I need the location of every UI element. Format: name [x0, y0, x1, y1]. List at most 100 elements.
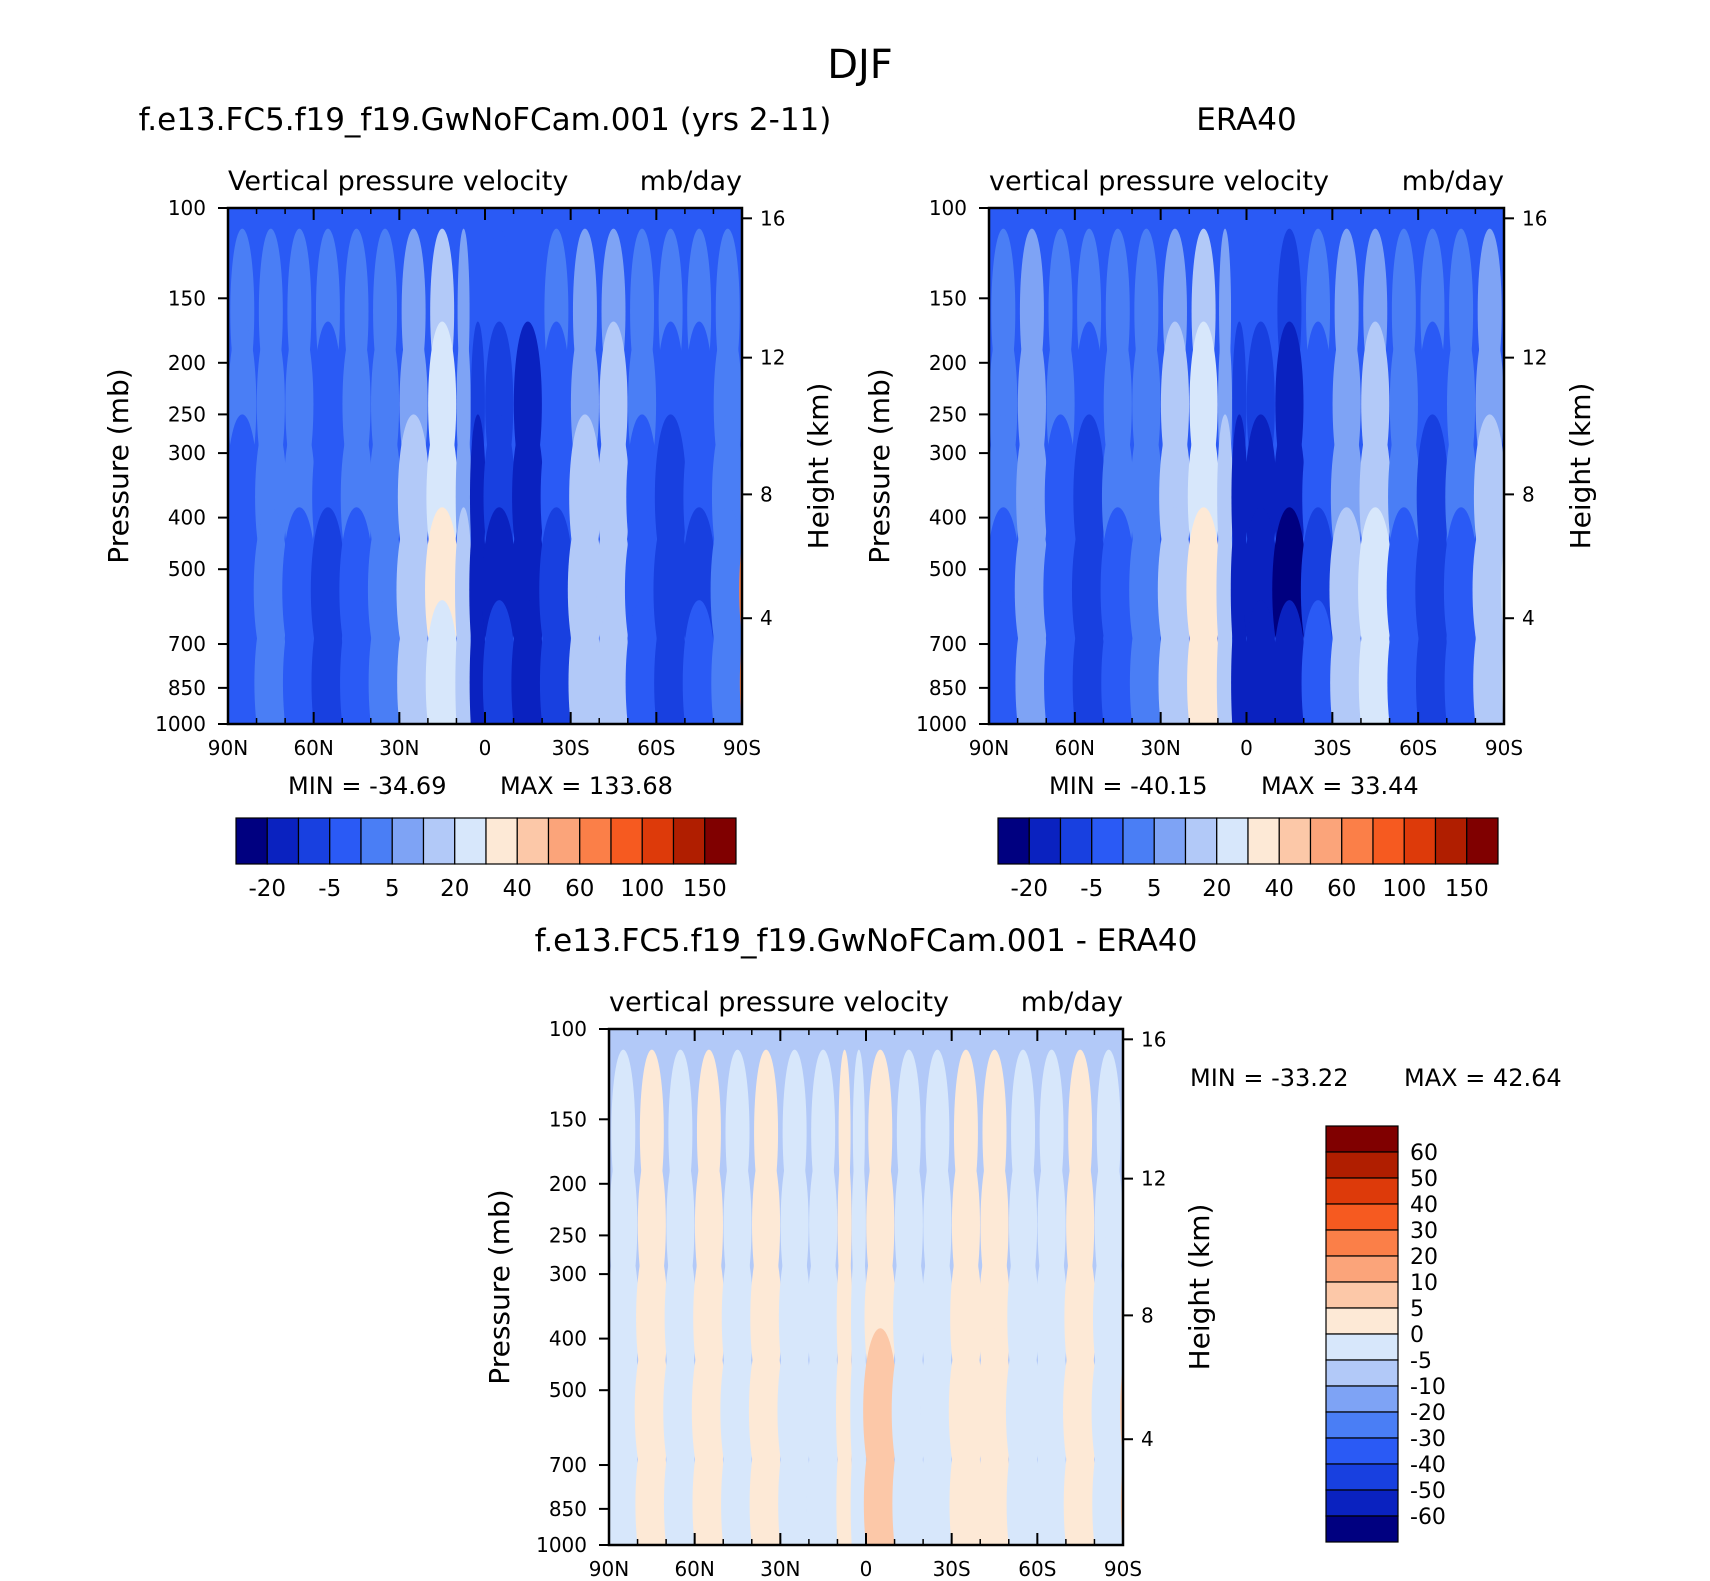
colorbar-label: 20	[1410, 1245, 1438, 1270]
contour-band	[1015, 600, 1049, 724]
colorbar-label: -5	[1410, 1349, 1432, 1374]
panel-title: f.e13.FC5.f19_f19.GwNoFCam.001 - ERA40	[535, 923, 1198, 959]
colorbar: -20 -5 5 20 40 60 100 150	[235, 817, 737, 902]
contour-band	[368, 600, 402, 724]
y2-tick-label: 16	[760, 206, 785, 230]
y2-tick-label: 8	[1522, 482, 1535, 506]
contour-band	[850, 1421, 868, 1545]
y-tick-label: 150	[549, 1107, 587, 1131]
contour-band	[1044, 600, 1078, 724]
colorbar-label: 60	[1410, 1141, 1438, 1166]
contour-band	[1272, 600, 1306, 724]
colorbar-swatch	[266, 817, 300, 865]
y2-axis-label: Height (km)	[1183, 1204, 1216, 1371]
y2-tick-label: 12	[760, 346, 785, 370]
y-tick-label: 100	[929, 196, 967, 220]
y2-tick-label: 4	[1141, 1427, 1154, 1451]
y-tick-label: 1000	[916, 712, 967, 736]
panel-1: f.e13.FC5.f19_f19.GwNoFCam.001 (yrs 2-11…	[102, 102, 835, 902]
y-tick-label: 400	[549, 1327, 587, 1351]
contour-band	[1006, 1421, 1040, 1545]
panel-2: ERA40 vertical pressure velocity mb/day 100…	[863, 102, 1597, 902]
contour-band	[1358, 600, 1392, 724]
y-tick-label: 300	[929, 441, 967, 465]
colorbar-swatch	[579, 817, 612, 865]
colorbar-swatch	[1325, 1489, 1399, 1517]
x-tick-label: 0	[1240, 736, 1253, 760]
colorbar-swatch	[1184, 817, 1218, 865]
colorbar-label: 60	[565, 876, 594, 902]
y-tick-label: 700	[168, 632, 206, 656]
contour-band	[989, 600, 1020, 724]
y-tick-label: 100	[549, 1017, 587, 1041]
colorbar-swatch	[1325, 1255, 1399, 1283]
contour-band	[863, 1421, 897, 1545]
x-tick-label: 60S	[1018, 1557, 1056, 1581]
y-tick-label: 850	[929, 676, 967, 700]
colorbar-swatch	[1325, 1333, 1399, 1361]
y-tick-label: 700	[929, 632, 967, 656]
colorbar-swatch	[360, 817, 393, 865]
y-tick-label: 850	[549, 1497, 587, 1521]
contour-band	[1387, 600, 1421, 724]
contour-band	[1092, 1421, 1123, 1545]
colorbar-label: -5	[318, 876, 341, 902]
contour-band	[539, 600, 573, 724]
colorbar-label: -5	[1080, 876, 1103, 902]
colorbar-label: -20	[1410, 1401, 1446, 1426]
contour-band	[663, 1421, 697, 1545]
colorbar-swatch	[997, 817, 1030, 865]
colorbar-label: 20	[440, 876, 469, 902]
x-tick-label: 30S	[1313, 736, 1351, 760]
colorbar-label: 5	[1147, 876, 1162, 902]
y2-tick-label: 4	[1522, 606, 1535, 630]
contour-band	[892, 1421, 926, 1545]
colorbar-label: -20	[1010, 876, 1048, 902]
x-tick-label: 90N	[589, 1557, 629, 1581]
colorbar-label: -10	[1410, 1375, 1446, 1400]
y-tick-label: 1000	[155, 712, 206, 736]
y-tick-label: 200	[929, 351, 967, 375]
colorbar-swatch	[1216, 817, 1249, 865]
colorbar-swatch	[1325, 1177, 1399, 1205]
colorbar-swatch	[1325, 1125, 1399, 1153]
contour-band	[1129, 600, 1163, 724]
stats-min: MIN = -40.15	[1049, 772, 1207, 800]
contour-band	[1187, 600, 1221, 724]
x-tick-label: 90N	[969, 736, 1009, 760]
y-tick-label: 300	[168, 441, 206, 465]
colorbar-swatch	[704, 817, 737, 865]
contour-band	[749, 1421, 783, 1545]
colorbar-label: 40	[503, 876, 532, 902]
colorbar-label: 40	[1265, 876, 1294, 902]
panel-3: f.e13.FC5.f19_f19.GwNoFCam.001 - ERA40 ve…	[483, 923, 1562, 1581]
contour-band	[597, 600, 630, 724]
y-tick-label: 150	[929, 286, 967, 310]
colorbar-label: 50	[1410, 1167, 1438, 1192]
y-tick-label: 400	[168, 506, 206, 530]
colorbar-label: 0	[1410, 1323, 1424, 1348]
y2-tick-label: 8	[1141, 1303, 1154, 1327]
contour-band	[711, 600, 742, 724]
contour-band	[1216, 600, 1234, 724]
contour-band	[425, 600, 459, 724]
contour-band	[397, 600, 431, 724]
x-tick-label: 90S	[1104, 1557, 1142, 1581]
colorbar-label: -40	[1410, 1453, 1446, 1478]
contour-band	[978, 1421, 1011, 1545]
contour-band	[1072, 600, 1106, 724]
x-tick-label: 0	[860, 1557, 873, 1581]
colorbar-swatch	[1325, 1229, 1399, 1257]
colorbar-label: 60	[1327, 876, 1356, 902]
colorbar-label: 150	[683, 876, 727, 902]
colorbar-swatch	[1341, 817, 1374, 865]
y2-tick-label: 12	[1522, 346, 1547, 370]
colorbar-label: 10	[1410, 1271, 1438, 1296]
colorbar-label: 20	[1202, 876, 1231, 902]
contour-band	[778, 1421, 812, 1545]
contour-band	[721, 1421, 754, 1545]
stats-min: MIN = -34.69	[288, 772, 446, 800]
colorbar-swatch	[672, 817, 706, 865]
colorbar-swatch	[1325, 1411, 1399, 1439]
